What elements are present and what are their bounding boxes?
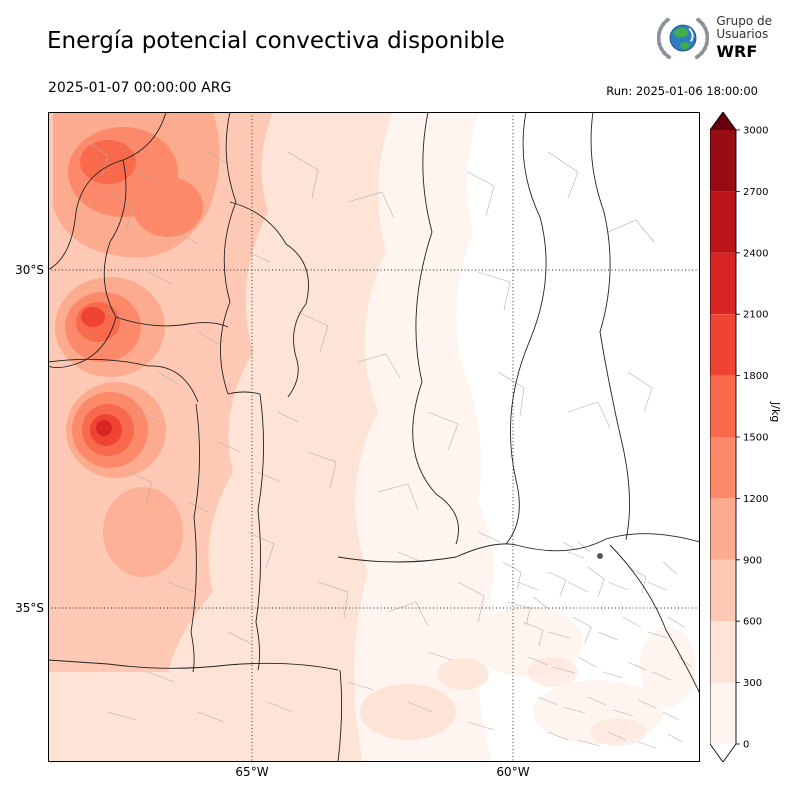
colorbar-tick-label: 2700 [743, 187, 768, 198]
cape-map [48, 112, 700, 762]
colorbar-tick-label: 0 [743, 740, 749, 751]
colorbar-segment [710, 682, 736, 744]
colorbar: 3000 2700 2400 2100 1800 1500 1200 900 6… [710, 112, 768, 762]
province-borders [48, 112, 700, 762]
wrf-globe-icon [657, 12, 710, 64]
chart-title: Energía potencial convectiva disponible [47, 28, 505, 54]
lon-tick-60w: 60°W [496, 765, 530, 779]
colorbar-tick-label: 600 [743, 617, 762, 628]
department-borders [87, 141, 693, 749]
logo-org-line1: Grupo de [716, 13, 772, 28]
colorbar-tick-label: 1200 [743, 494, 768, 505]
colorbar-segment [710, 621, 736, 683]
colorbar-segment [710, 437, 736, 499]
colorbar-tick-label: 1800 [743, 371, 768, 382]
logo-wrf-label: WRF [716, 42, 758, 62]
valid-time-label: 2025-01-07 00:00:00 ARG [48, 80, 232, 96]
colorbar-segment [710, 252, 736, 315]
colorbar-under-arrow [710, 744, 736, 762]
colorbar-tick-marks [736, 129, 740, 745]
lat-tick-35s: 35°S [15, 601, 44, 615]
gridlines [48, 112, 700, 762]
colorbar-unit-label: J/kg [769, 402, 782, 423]
contour-fills [48, 112, 696, 762]
colorbar-segment [710, 498, 736, 560]
colorbar-segment [710, 191, 736, 253]
colorbar-segment [710, 130, 736, 192]
logo: Grupo de Usuarios WRF [657, 12, 772, 64]
colorbar-tick-label: 2100 [743, 310, 768, 321]
colorbar-tick-label: 900 [743, 555, 762, 566]
colorbar-over-arrow [710, 112, 736, 130]
run-time-label: Run: 2025-01-06 18:00:00 [606, 84, 758, 98]
lat-tick-30s: 30°S [15, 263, 44, 277]
colorbar-segment [710, 375, 736, 437]
lon-tick-65w: 65°W [235, 765, 269, 779]
logo-org-line2: Usuarios [716, 27, 769, 42]
colorbar-tick-label: 1500 [743, 433, 768, 444]
colorbar-tick-label: 300 [743, 678, 762, 689]
colorbar-tick-label: 3000 [743, 126, 768, 137]
logo-text: Grupo de Usuarios WRF [716, 13, 772, 62]
colorbar-segment [710, 559, 736, 622]
map-frame [48, 112, 700, 762]
colorbar-tick-label: 2400 [743, 248, 768, 259]
colorbar-segment [710, 314, 736, 376]
